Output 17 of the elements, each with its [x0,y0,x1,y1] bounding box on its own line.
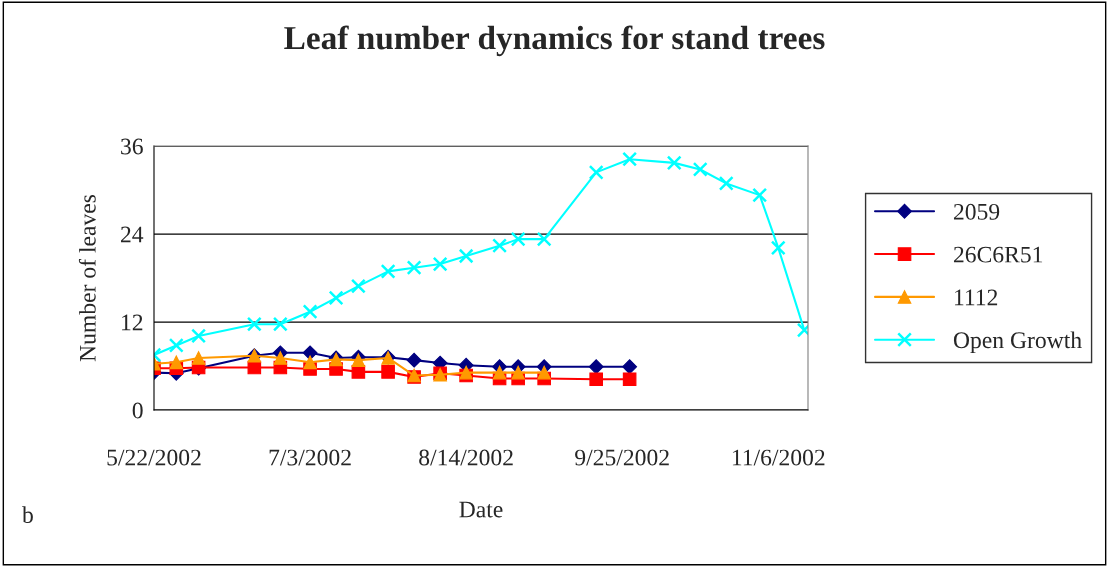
y-axis-title: Number of leaves [78,194,96,362]
chart-title: Leaf number dynamics for stand trees [284,25,825,57]
legend-label: Open Growth [953,331,1082,353]
x-tick-label: 7/3/2002 [269,449,351,466]
x-tick-label: 8/14/2002 [419,449,513,466]
legend-label: 1112 [955,289,998,306]
x-tick-label: 5/22/2002 [107,449,201,466]
y-tick-label: 12 [122,314,143,331]
y-tick-label: 24 [121,226,144,243]
y-tick-label: 0 [132,402,143,419]
legend-label: 26C6R51 [953,246,1043,263]
legend-label: 2059 [953,203,1000,220]
text: b [22,506,33,523]
x-tick-label: 11/6/2002 [732,449,825,466]
x-tick-label: 9/25/2002 [575,449,669,466]
x-axis-title: Date [459,501,503,518]
y-tick-label: 36 [121,138,143,155]
